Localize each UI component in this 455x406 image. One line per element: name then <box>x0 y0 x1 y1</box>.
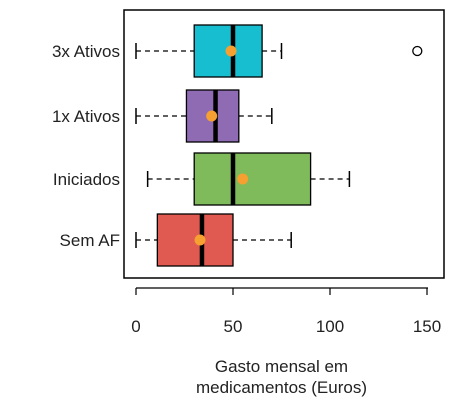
x-axis: 0 50 100 150 <box>131 287 441 336</box>
x-tick-label-0: 0 <box>131 317 140 336</box>
category-label-1x-ativos: 1x Ativos <box>52 107 120 126</box>
x-tick-label-150: 150 <box>413 317 441 336</box>
x-tick-label-50: 50 <box>224 317 243 336</box>
mean-marker <box>237 173 249 185</box>
plot-frame <box>123 9 445 279</box>
category-label-sem-af: Sem AF <box>60 231 120 250</box>
iqr-box <box>185 89 240 143</box>
category-label-iniciados: Iniciados <box>53 170 120 189</box>
x-axis-title-line-2: medicamentos (Euros) <box>196 378 367 397</box>
box-group-3x-ativos <box>135 24 423 78</box>
boxes-layer <box>135 24 423 267</box>
box-group-1x-ativos <box>135 89 273 143</box>
x-axis-title-line-1: Gasto mensal em <box>215 357 348 376</box>
mean-marker <box>194 234 206 246</box>
iqr-box <box>193 152 312 206</box>
x-axis-title: Gasto mensal em medicamentos (Euros) <box>196 357 367 397</box>
category-labels: 3x Ativos 1x Ativos Iniciados Sem AF <box>52 42 120 250</box>
mean-marker <box>225 45 237 57</box>
box-group-sem-af <box>135 213 292 267</box>
x-tick-label-100: 100 <box>316 317 344 336</box>
category-label-3x-ativos: 3x Ativos <box>52 42 120 61</box>
box-group-iniciados <box>146 152 351 206</box>
mean-marker <box>206 110 218 122</box>
outlier-point <box>412 45 423 57</box>
